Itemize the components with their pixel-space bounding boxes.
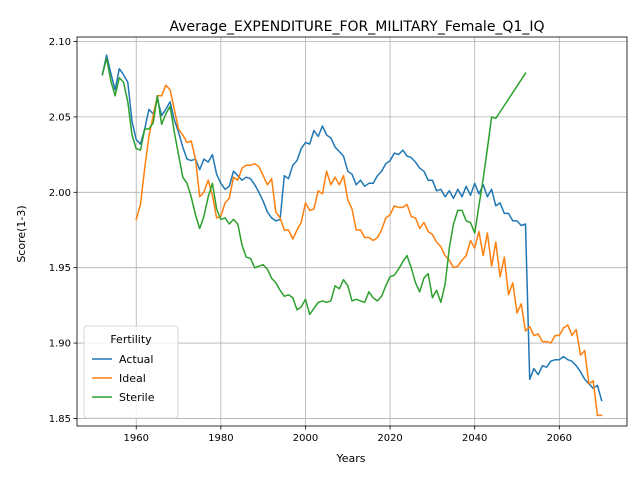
y-axis-label: Score(1-3)	[15, 205, 28, 262]
series-line-sterile	[101, 57, 527, 316]
x-tick-label: 1980	[208, 433, 233, 444]
x-tick-label: 2040	[462, 433, 487, 444]
series-line-ideal	[135, 84, 603, 417]
plot-frame	[76, 36, 628, 427]
y-tick-label: 2.10	[49, 37, 71, 48]
chart-title: Average_EXPENDITURE_FOR_MILITARY_Female_…	[169, 19, 544, 35]
legend-title: Fertility	[110, 333, 152, 346]
legend-label-ideal: Ideal	[119, 372, 146, 385]
legend-label-actual: Actual	[119, 353, 153, 366]
y-tick-label: 1.85	[49, 414, 71, 425]
x-tick-label: 2020	[377, 433, 402, 444]
x-axis-label: Years	[335, 452, 365, 465]
axis-ticks: 1960 1980 2000 2020 2040 2060 1.85 1.90 1.95 2.00…	[49, 37, 572, 444]
legend: Fertility Actual Ideal Sterile	[83, 325, 179, 419]
x-tick-label: 2060	[547, 433, 572, 444]
series-group	[101, 54, 603, 417]
x-tick-label: 2000	[293, 433, 318, 444]
legend-label-sterile: Sterile	[119, 391, 155, 404]
y-tick-label: 2.05	[49, 112, 71, 123]
y-tick-label: 2.00	[49, 188, 71, 199]
y-tick-label: 1.90	[49, 339, 71, 350]
series-line-actual	[101, 54, 603, 402]
y-tick-label: 1.95	[49, 263, 71, 274]
legend-box	[83, 325, 179, 419]
x-tick-label: 1960	[124, 433, 149, 444]
